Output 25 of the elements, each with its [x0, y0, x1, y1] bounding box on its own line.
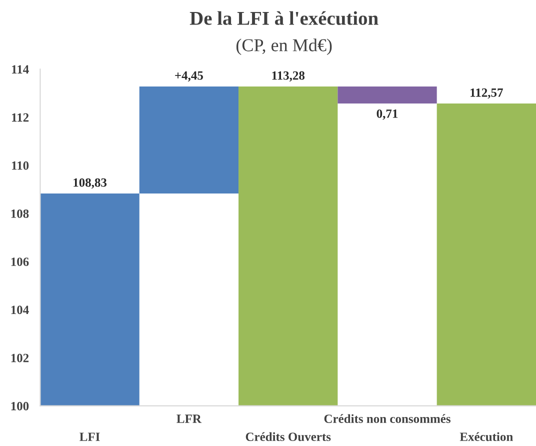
x-tick-label: Exécution	[460, 432, 513, 442]
y-tick-label: 102	[11, 354, 29, 362]
data-label: 0,71	[376, 109, 398, 120]
y-tick-label: 106	[11, 258, 29, 266]
data-label: +4,45	[175, 71, 203, 82]
data-label: 112,57	[470, 88, 503, 99]
x-tick-label: Crédits Ouverts	[246, 432, 331, 442]
x-tick-label: LFI	[80, 432, 100, 441]
bar	[338, 86, 437, 104]
chart-subtitle: (CP, en Md€)	[236, 38, 332, 56]
bar	[40, 193, 140, 406]
y-tick-label: 110	[12, 161, 29, 170]
chart-title: De la LFI à l'exécution	[190, 11, 378, 25]
bar	[436, 104, 536, 406]
y-tick-label: 100	[11, 402, 29, 410]
data-label: 108,83	[74, 178, 107, 189]
bar	[139, 86, 239, 194]
x-tick-label: LFR	[176, 414, 202, 423]
y-tick-label: 104	[11, 306, 29, 314]
y-tick-label: 112	[12, 113, 29, 122]
x-tick-label: Crédits non consommés	[324, 414, 450, 423]
y-tick-label: 114	[12, 65, 29, 74]
bar	[238, 86, 338, 406]
data-label: 113,28	[272, 71, 305, 82]
y-tick-label: 108	[11, 209, 29, 218]
